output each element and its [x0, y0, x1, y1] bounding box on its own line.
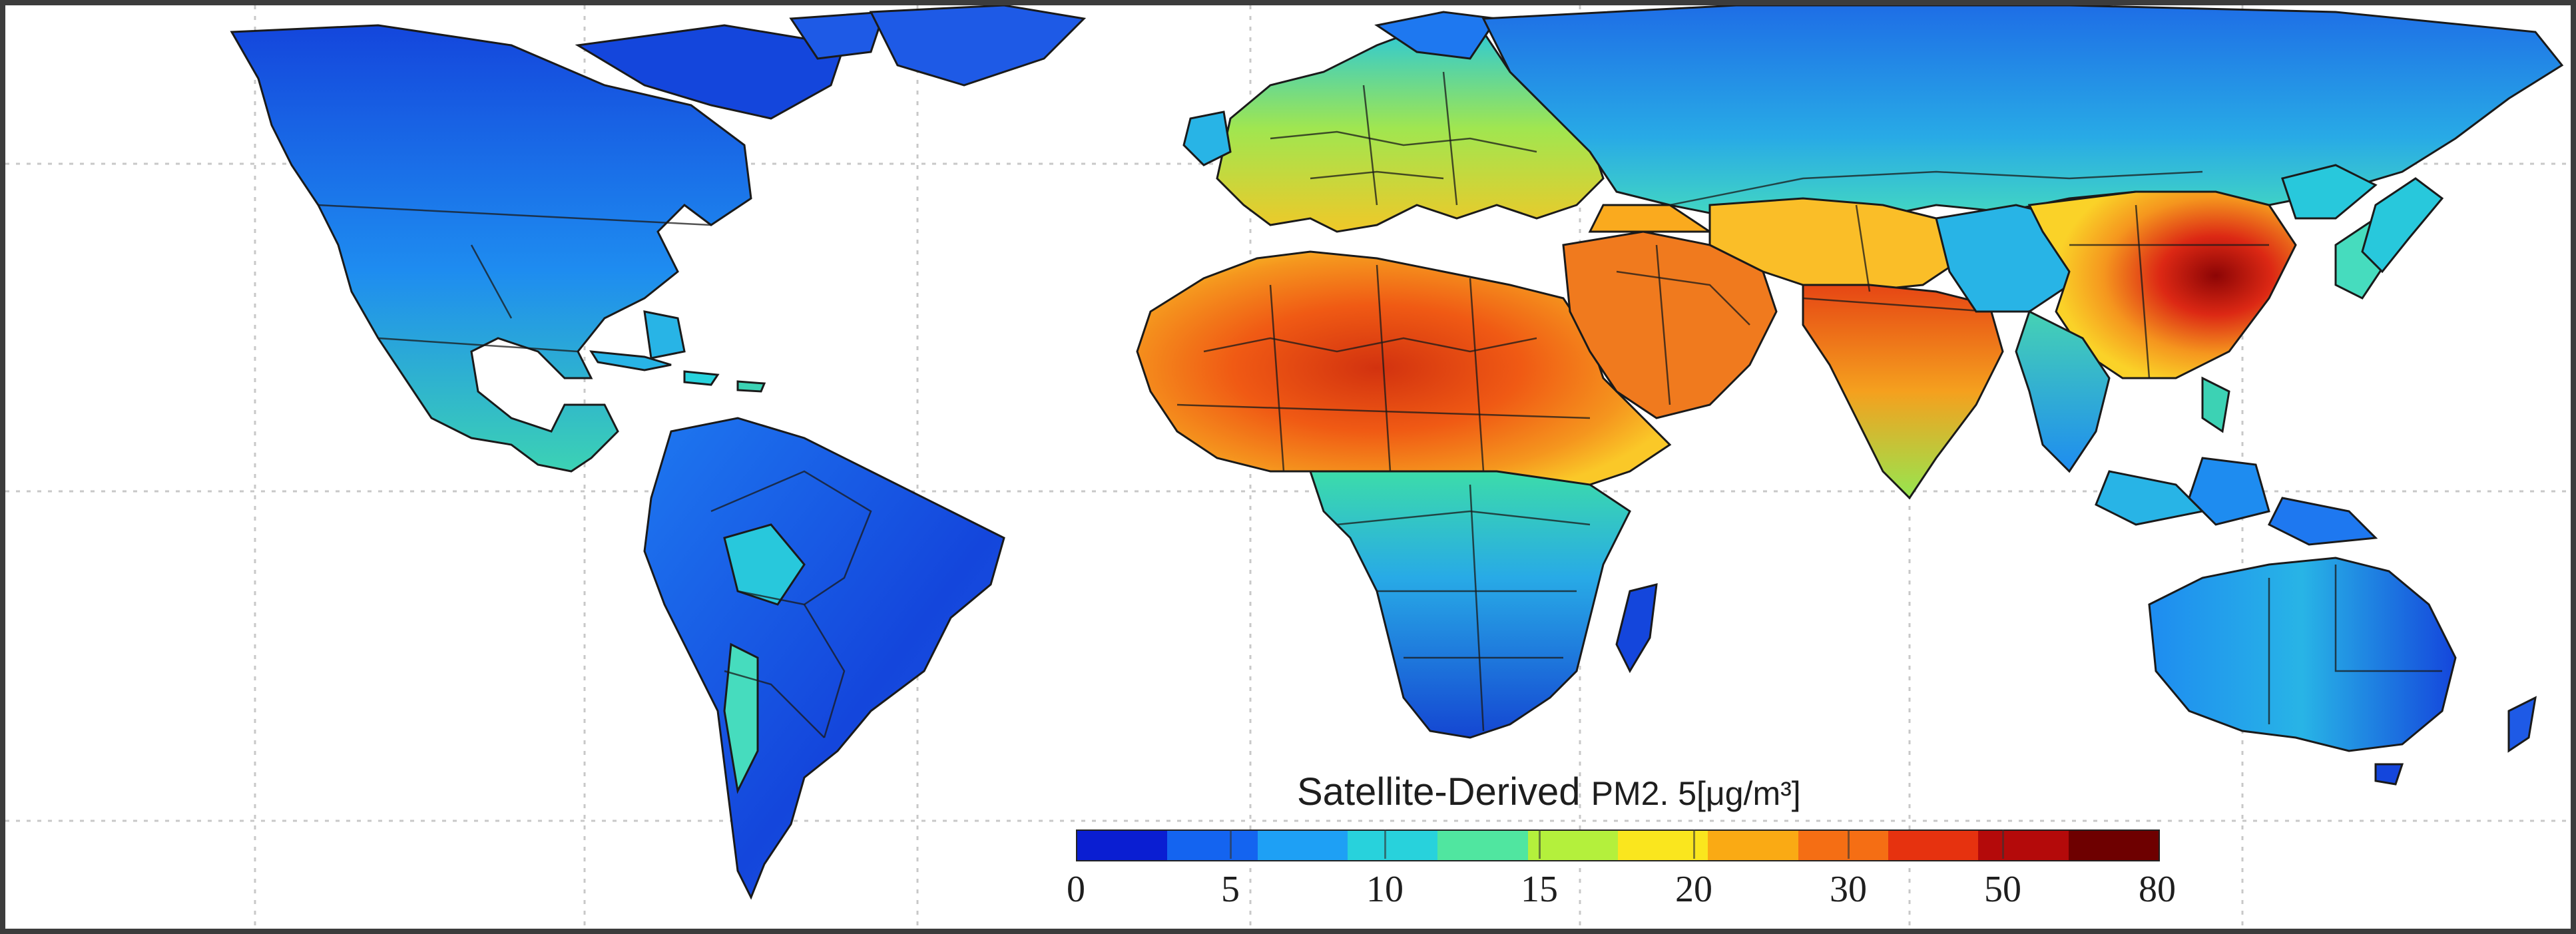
- colorbar-segment: [1798, 831, 1888, 860]
- colorbar-segment: [1617, 831, 1708, 860]
- legend-title-unit: PM2. 5[μg/m³]: [1591, 775, 1801, 812]
- colorbar-tick-label: 30: [1830, 869, 1867, 910]
- legend-title: Satellite-Derived PM2. 5[μg/m³]: [1297, 770, 1801, 814]
- colorbar-tick-label: 50: [1984, 869, 2021, 910]
- region-north-africa: [1136, 250, 1672, 486]
- region-japan: [2361, 177, 2444, 274]
- region-southeast-asia: [2015, 310, 2378, 546]
- region-greenland: [869, 5, 1087, 87]
- region-east-asia: [2027, 164, 2390, 379]
- colorbar-segment: [1167, 831, 1258, 860]
- region-europe: [1182, 11, 1605, 233]
- colorbar-segment: [1888, 831, 1979, 860]
- region-new-zealand: [2507, 696, 2537, 753]
- region-south-africa: [1308, 470, 1631, 739]
- colorbar-tick-label: 0: [1067, 869, 1085, 910]
- colorbar-segment: [2068, 831, 2159, 860]
- colorbar-tick: [1384, 829, 1386, 859]
- colorbar-segment: [1708, 831, 1798, 860]
- region-caribbean: [589, 350, 766, 393]
- world-map: [5, 5, 2571, 929]
- region-madagascar: [1615, 583, 1658, 674]
- region-middle-east: [1562, 204, 1778, 419]
- colorbar-tick-label: 20: [1675, 869, 1712, 910]
- colorbar: [1076, 829, 2160, 861]
- colorbar-segment: [1077, 831, 1168, 860]
- colorbar-segment: [1347, 831, 1438, 860]
- colorbar-segment: [1527, 831, 1618, 860]
- region-tibet: [1935, 204, 2071, 313]
- colorbar-tick-label: 5: [1221, 869, 1240, 910]
- colorbar-tick: [1539, 829, 1541, 859]
- region-north-america: [230, 11, 886, 473]
- colorbar-segment: [1437, 831, 1528, 860]
- region-australia: [2148, 557, 2457, 786]
- colorbar-segment: [1257, 831, 1348, 860]
- region-south-america: [643, 417, 1005, 900]
- colorbar-tick-label: 80: [2139, 869, 2176, 910]
- region-central-asia: [1708, 197, 2004, 500]
- colorbar-tick-label: 10: [1366, 869, 1404, 910]
- legend-title-main: Satellite-Derived: [1297, 770, 1591, 814]
- colorbar-tick-label: 15: [1521, 869, 1558, 910]
- colorbar-tick: [1693, 829, 1695, 859]
- colorbar-tick: [1848, 829, 1850, 859]
- colorbar-tick: [2002, 829, 2004, 859]
- colorbar-segment: [1978, 831, 2069, 860]
- colorbar-tick: [1230, 829, 1232, 859]
